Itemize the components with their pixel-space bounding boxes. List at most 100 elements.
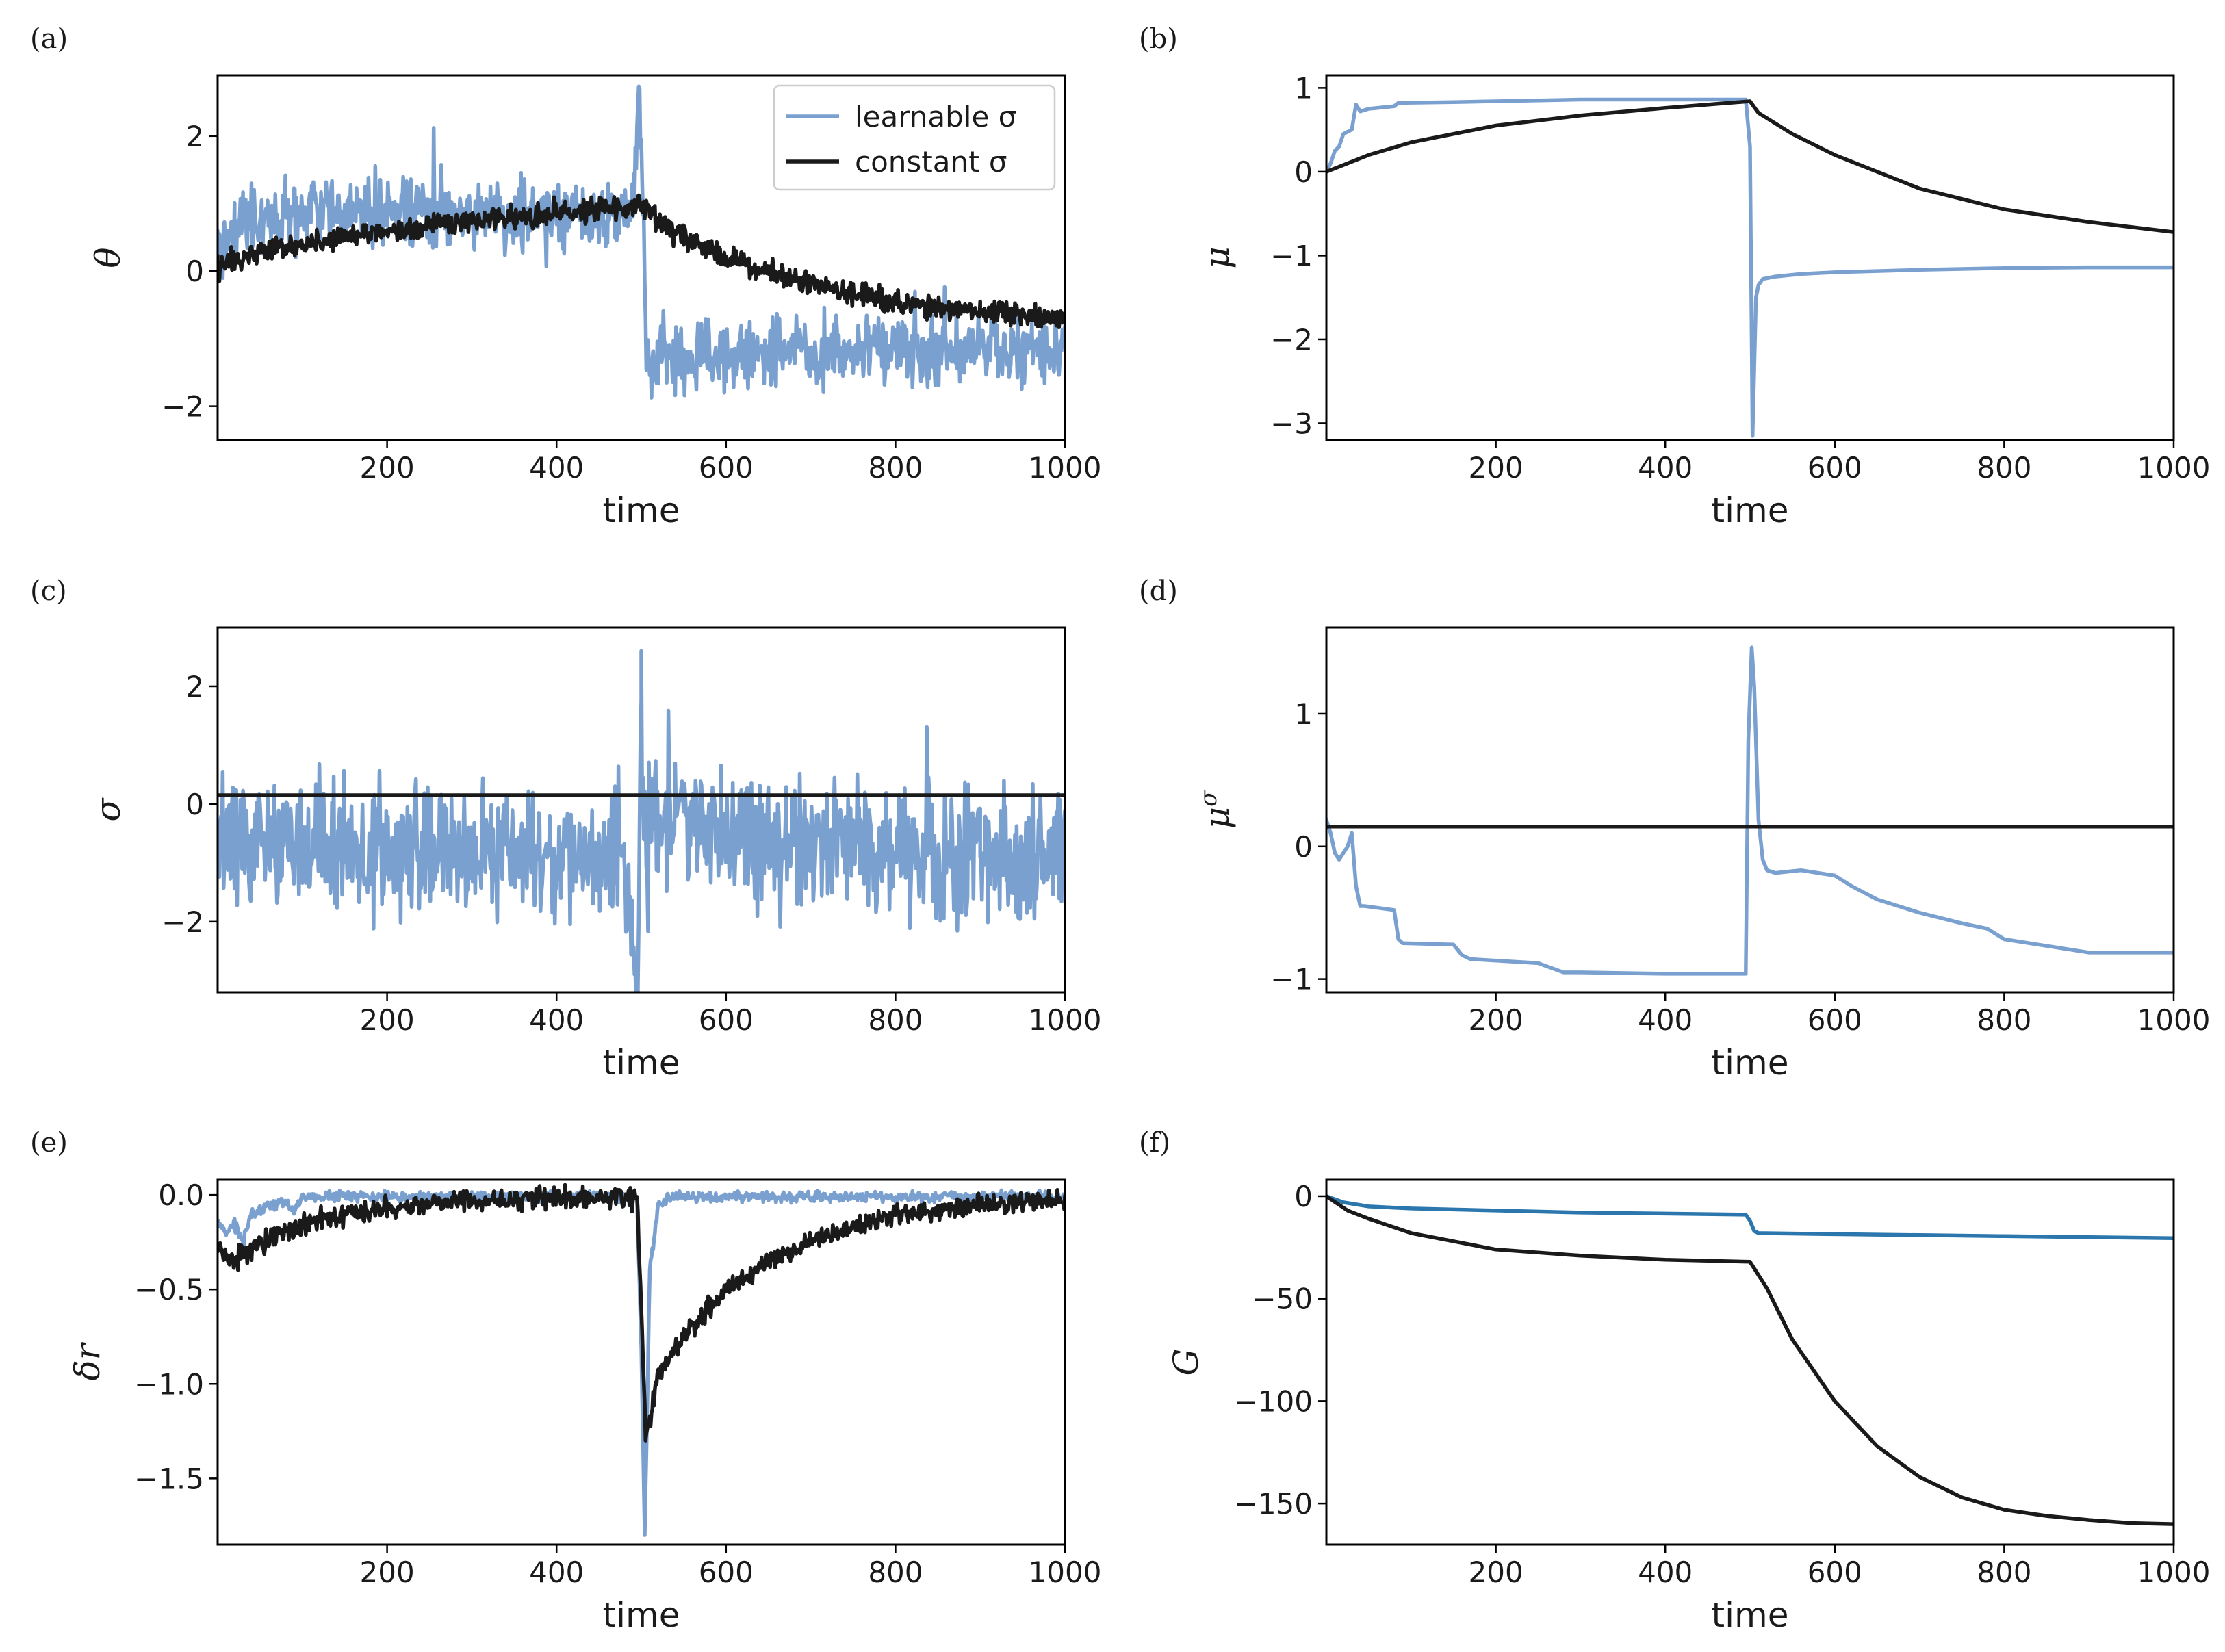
x-tick-label: 800 — [868, 451, 923, 485]
y-tick-label: 0 — [185, 255, 204, 288]
x-tick-label: 200 — [360, 1003, 415, 1037]
x-axis-label: time — [1712, 1595, 1789, 1635]
x-tick-label: 1000 — [2137, 451, 2211, 485]
legend-box — [773, 84, 1056, 191]
y-tick-label: −1.5 — [134, 1462, 204, 1495]
y-axis-label: θ — [88, 247, 128, 268]
x-tick-label: 800 — [1977, 451, 2031, 485]
panel-b: 200 400 600 800 1000 −3 −2 −1 0 1 time μ (b) — [1139, 23, 2210, 530]
y-axis-label-superscript: σ — [1195, 790, 1222, 807]
series-line-constant — [218, 1183, 1065, 1443]
series-line-learnable — [1326, 1194, 2174, 1241]
x-tick-label: 600 — [1808, 451, 1862, 485]
x-axis-label: time — [1712, 491, 1789, 530]
x-tick-label: 1000 — [1029, 451, 1102, 485]
panel-e: 200 400 600 800 1000 −1.5 −1.0 −0.5 0.0 time δr (e) — [30, 1127, 1101, 1635]
series-line-learnable — [1326, 97, 2174, 438]
x-axis-label: time — [603, 1043, 680, 1083]
x-tick-label: 200 — [1469, 451, 1523, 485]
series-group — [218, 1183, 1065, 1537]
x-tick-label: 400 — [529, 1556, 584, 1589]
series-line-learnable — [218, 84, 1065, 400]
x-tick-label: 200 — [1469, 1556, 1523, 1589]
y-axis-label: μ — [1197, 246, 1237, 269]
x-tick-label: 400 — [1638, 1003, 1693, 1037]
axes-frame — [216, 74, 1066, 441]
y-tick-label: −1 — [1270, 963, 1313, 996]
panel-label: (f) — [1139, 1127, 1170, 1159]
x-tick-label: 600 — [1808, 1003, 1862, 1037]
y-axis-label: δr — [68, 1341, 107, 1380]
y-tick-label: 1 — [1294, 697, 1313, 731]
panel-a: 200 400 600 800 1000 −2 0 2 time θ (a) learnable σ c… — [30, 23, 1101, 530]
axes-frame — [1325, 626, 2175, 994]
x-axis-label: time — [1712, 1043, 1789, 1083]
legend-entry-label: learnable σ — [855, 100, 1016, 133]
x-tick-label: 600 — [699, 1003, 754, 1037]
x-tick-label: 400 — [1638, 451, 1693, 485]
x-axis-label: time — [603, 1595, 680, 1635]
y-tick-label: −3 — [1270, 406, 1313, 440]
panel-label: (c) — [30, 576, 67, 607]
panel-d: 200 400 600 800 1000 −1 0 1 time μσ (d) — [1139, 576, 2210, 1083]
x-tick-label: 400 — [529, 451, 584, 485]
panel-label: (d) — [1139, 576, 1178, 607]
y-tick-label: −2 — [1270, 323, 1313, 357]
series-group — [218, 649, 1065, 992]
y-tick-label: −0.5 — [134, 1273, 204, 1306]
x-tick-label: 600 — [699, 1556, 754, 1589]
series-line-constant — [1326, 99, 2174, 234]
y-tick-label: 1 — [1294, 71, 1313, 105]
x-tick-label: 200 — [360, 1556, 415, 1589]
y-tick-label: 2 — [185, 670, 204, 704]
panel-f: 200 400 600 800 1000 −150 −100 −50 0 time G (f) — [1139, 1127, 2210, 1635]
y-tick-label: 0.0 — [158, 1178, 204, 1212]
y-tick-label: 0 — [185, 788, 204, 821]
y-tick-label: −1.0 — [134, 1367, 204, 1401]
y-tick-label: −1 — [1270, 239, 1313, 272]
x-tick-label: 400 — [1638, 1556, 1693, 1589]
y-tick-label: 0 — [1294, 155, 1313, 189]
x-tick-label: 800 — [1977, 1556, 2031, 1589]
x-tick-label: 1000 — [1029, 1003, 1102, 1037]
x-tick-label: 1000 — [2137, 1556, 2211, 1589]
x-axis-label: time — [603, 491, 680, 530]
series-line-constant — [1326, 1194, 2174, 1526]
x-tick-label: 600 — [1808, 1556, 1862, 1589]
y-tick-label: −100 — [1234, 1384, 1313, 1418]
x-tick-label: 800 — [1977, 1003, 2031, 1037]
x-tick-label: 800 — [868, 1003, 923, 1037]
series-group — [1326, 97, 2174, 438]
y-axis-label: σ — [88, 797, 128, 822]
x-tick-label: 200 — [1469, 1003, 1523, 1037]
x-tick-label: 800 — [868, 1556, 923, 1589]
series-line-learnable — [218, 649, 1065, 992]
y-tick-label: −2 — [162, 390, 204, 424]
y-tick-label: 2 — [185, 120, 204, 153]
y-tick-label: 0 — [1294, 1180, 1313, 1213]
axes-frame — [1325, 1178, 2175, 1546]
panel-label: (b) — [1139, 23, 1178, 55]
series-group — [218, 84, 1065, 400]
legend-entry-label: constant σ — [855, 145, 1007, 179]
x-tick-label: 400 — [529, 1003, 584, 1037]
axes-frame — [216, 626, 1066, 994]
series-line-learnable — [1326, 645, 2174, 976]
legend: learnable σ constant σ — [773, 84, 1056, 191]
series-group — [1326, 645, 2174, 976]
y-tick-label: −150 — [1234, 1487, 1313, 1521]
y-tick-label: −50 — [1252, 1282, 1313, 1316]
series-line-constant — [218, 193, 1065, 330]
y-axis-label: μσ — [1195, 790, 1237, 829]
panel-label: (e) — [30, 1127, 68, 1159]
x-tick-label: 1000 — [2137, 1003, 2211, 1037]
panel-c: 200 400 600 800 1000 −2 0 2 time σ (c) — [30, 576, 1101, 1083]
y-tick-label: 0 — [1294, 830, 1313, 864]
series-group — [1326, 1194, 2174, 1526]
x-tick-label: 600 — [699, 451, 754, 485]
axes-frame — [1325, 74, 2175, 441]
y-axis-label: G — [1166, 1349, 1206, 1376]
y-tick-label: −2 — [162, 905, 204, 939]
x-tick-label: 1000 — [1029, 1556, 1102, 1589]
